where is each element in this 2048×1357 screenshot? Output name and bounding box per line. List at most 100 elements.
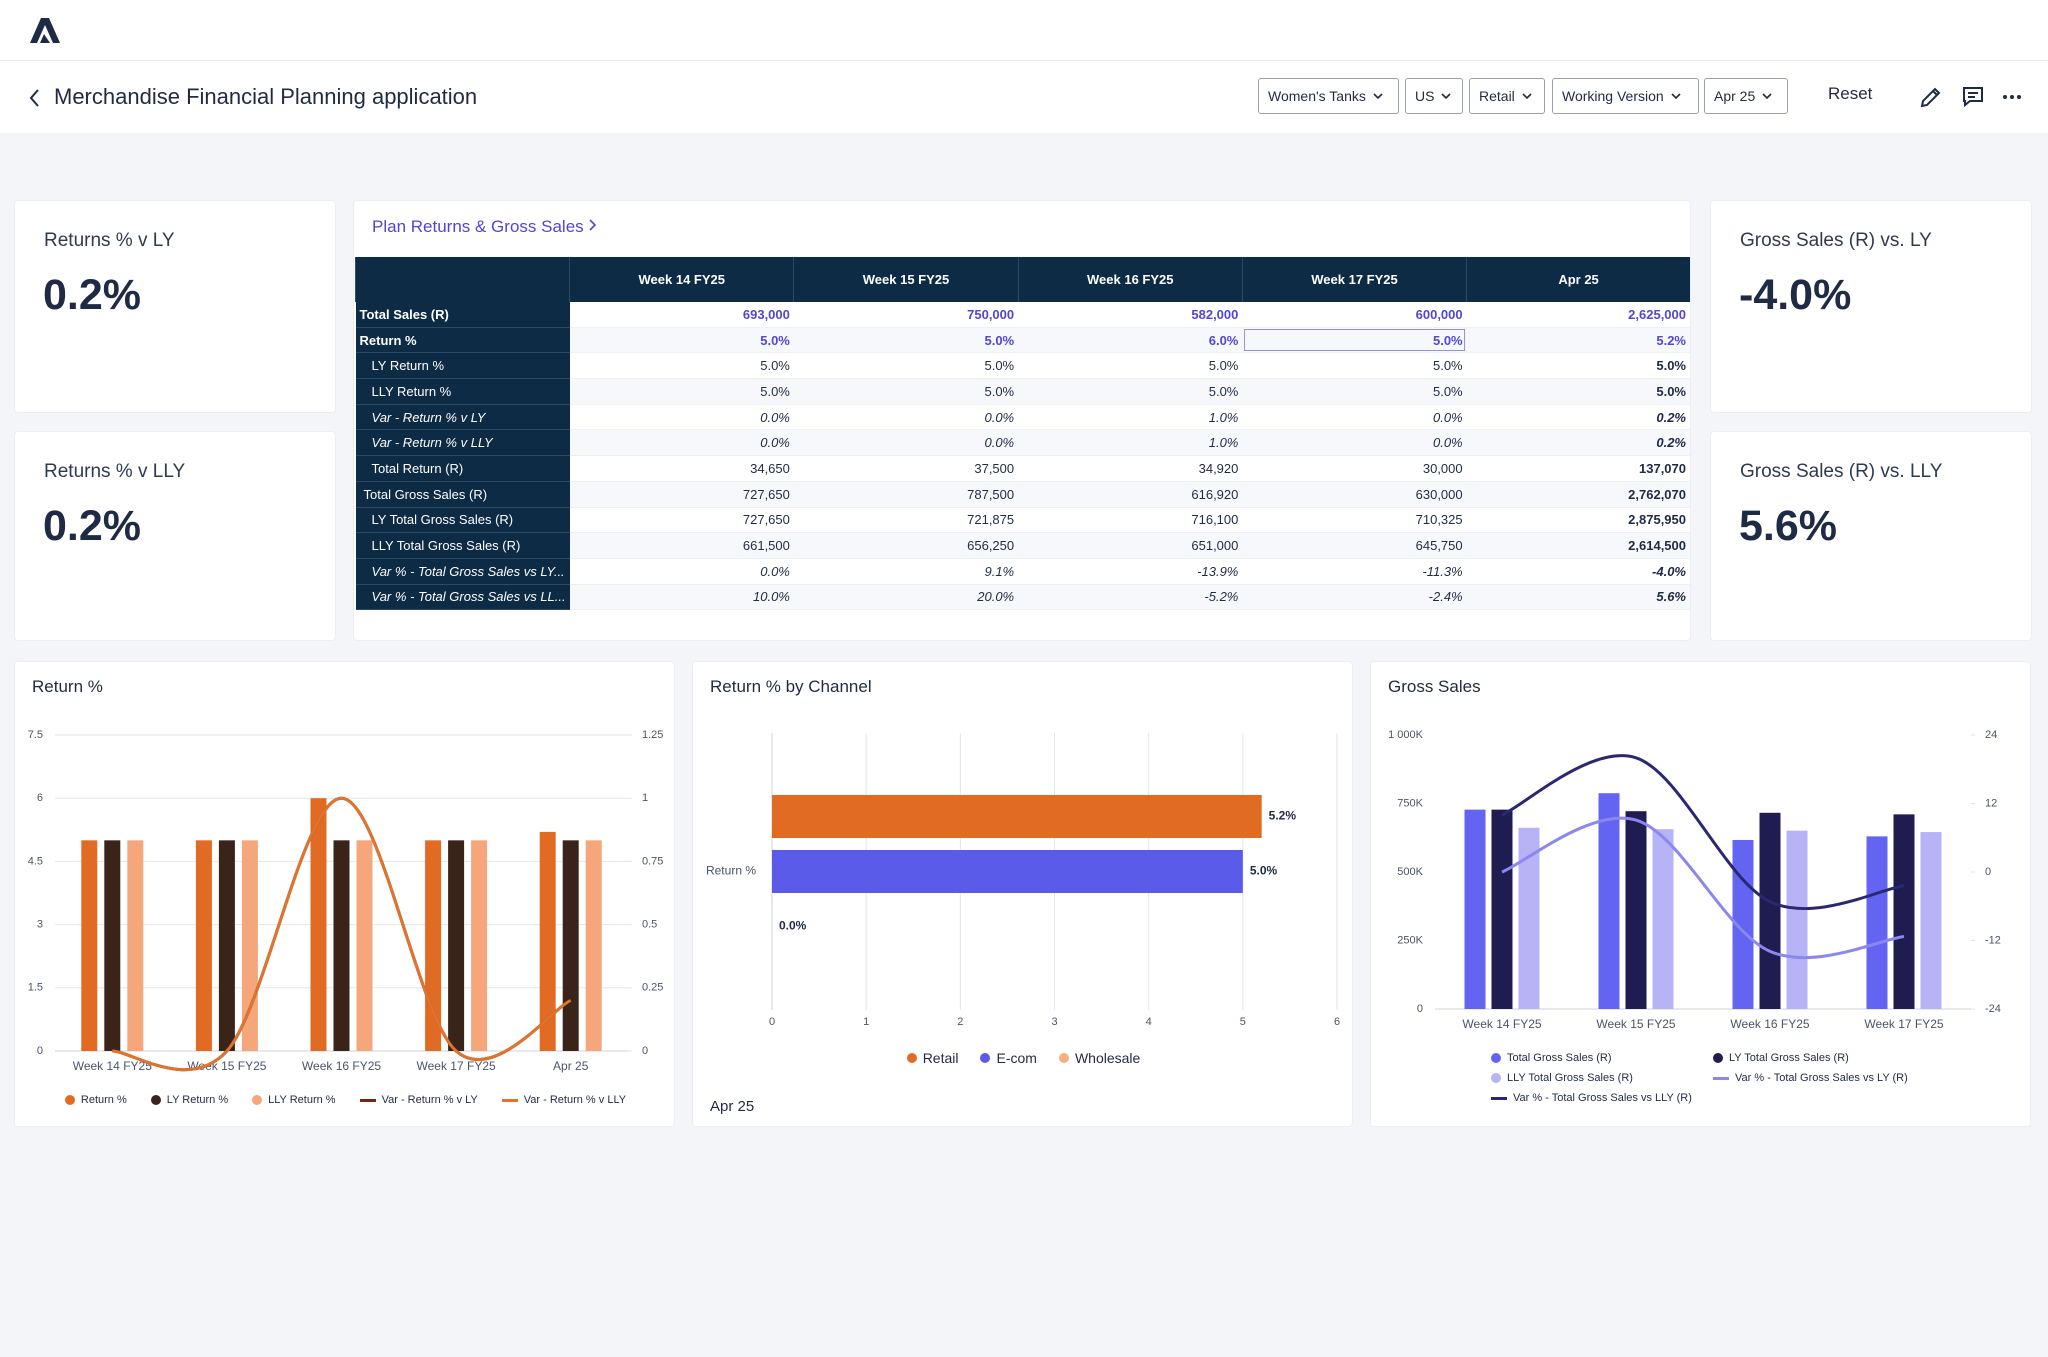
filter-dropdown[interactable]: Apr 25 xyxy=(1704,78,1788,114)
column-header: Week 17 FY25 xyxy=(1242,257,1466,302)
table-cell: 34,650 xyxy=(570,456,794,482)
logo[interactable] xyxy=(28,17,62,44)
table-row: LY Total Gross Sales (R)727,650721,87571… xyxy=(356,507,1691,533)
table-cell[interactable]: 750,000 xyxy=(794,302,1018,327)
table-cell: -4.0% xyxy=(1467,558,1690,584)
table-cell: 5.0% xyxy=(1467,379,1690,405)
row-label: Total Sales (R) xyxy=(356,302,570,327)
table-cell: 5.6% xyxy=(1467,584,1690,610)
corner-cell xyxy=(356,257,570,302)
column-header: Week 14 FY25 xyxy=(570,257,794,302)
filter-dropdown[interactable]: Women's Tanks xyxy=(1258,78,1399,114)
legend-item: LLY Return % xyxy=(252,1094,335,1106)
table-cell: 616,920 xyxy=(1018,481,1242,507)
filter-dropdown[interactable]: US xyxy=(1405,78,1463,114)
table-cell[interactable]: 5.0% xyxy=(570,327,794,353)
table-cell: 661,500 xyxy=(570,533,794,559)
table-cell: 37,500 xyxy=(794,456,1018,482)
table-row: Var % - Total Gross Sales vs LY...0.0%9.… xyxy=(356,558,1691,584)
table-cell: 2,875,950 xyxy=(1467,507,1690,533)
bar xyxy=(1653,829,1674,1009)
legend-item: Total Gross Sales (R) xyxy=(1491,1052,1713,1064)
table-cell: 1.0% xyxy=(1018,404,1242,430)
kpi-card: Gross Sales (R) vs. LLY 5.6% xyxy=(1710,431,2032,641)
row-label: Total Return (R) xyxy=(356,456,570,482)
legend-item: Var - Return % v LLY xyxy=(502,1094,626,1106)
table-cell[interactable]: 6.0% xyxy=(1018,327,1242,353)
bar xyxy=(1894,814,1915,1009)
comment-icon[interactable] xyxy=(1964,88,1982,105)
table-body: Total Sales (R)693,000750,000582,000600,… xyxy=(356,302,1691,610)
bar xyxy=(334,840,350,1051)
legend-item: Var % - Total Gross Sales vs LLY (R) xyxy=(1491,1092,1713,1104)
y-tick-label: 1.5 xyxy=(28,982,43,994)
top-bar xyxy=(0,0,2048,61)
table-cell: 5.0% xyxy=(1467,353,1690,379)
table-cell: -2.4% xyxy=(1242,584,1466,610)
kpi-label: Gross Sales (R) vs. LLY xyxy=(1740,461,1942,483)
y2-tick-label: -24 xyxy=(1985,1003,2001,1015)
table-cell: 5.0% xyxy=(1242,379,1466,405)
y2-tick-label: 24 xyxy=(1985,729,1997,741)
table-cell: 645,750 xyxy=(1242,533,1466,559)
back-button[interactable] xyxy=(29,88,41,108)
page-title: Merchandise Financial Planning applicati… xyxy=(54,84,477,110)
more-icon[interactable] xyxy=(2003,95,2021,99)
legend-item: E-com xyxy=(980,1050,1036,1066)
legend-item: LY Total Gross Sales (R) xyxy=(1713,1052,1973,1064)
table-title[interactable]: Plan Returns & Gross Sales xyxy=(372,217,598,237)
table-cell[interactable]: 693,000 xyxy=(570,302,794,327)
y-tick-label: 7.5 xyxy=(28,729,43,741)
legend-item: LY Return % xyxy=(151,1094,228,1106)
kpi-label: Returns % v LLY xyxy=(44,461,185,483)
table-cell[interactable]: 600,000 xyxy=(1242,302,1466,327)
chevron-down xyxy=(1522,92,1532,100)
table-title-text[interactable]: Plan Returns & Gross Sales xyxy=(372,217,584,236)
row-label: LLY Return % xyxy=(356,379,570,405)
table-cell[interactable]: 582,000 xyxy=(1018,302,1242,327)
table-cell: 787,500 xyxy=(794,481,1018,507)
kpi-card: Returns % v LLY 0.2% xyxy=(14,431,336,641)
bar xyxy=(1760,813,1781,1009)
table-cell: 5.0% xyxy=(794,379,1018,405)
table-cell: 9.1% xyxy=(794,558,1018,584)
table-cell[interactable]: 2,625,000 xyxy=(1467,302,1690,327)
table-row: Var % - Total Gross Sales vs LL...10.0%2… xyxy=(356,584,1691,610)
filter-dropdown[interactable]: Working Version xyxy=(1552,78,1699,114)
legend-label: Var - Return % v LY xyxy=(382,1094,478,1106)
legend-marker xyxy=(980,1053,990,1063)
legend-label: Var % - Total Gross Sales vs LY (R) xyxy=(1735,1072,1908,1084)
table-cell: 656,250 xyxy=(794,533,1018,559)
bar xyxy=(1626,811,1647,1009)
bar xyxy=(1787,831,1808,1009)
table-row: Total Gross Sales (R)727,650787,500616,9… xyxy=(356,481,1691,507)
kpi-value: 5.6% xyxy=(1739,502,1837,551)
chart-title: Gross Sales xyxy=(1388,677,1481,697)
value-label: 5.2% xyxy=(1269,809,1297,823)
row-label: Return % xyxy=(356,327,570,353)
bar xyxy=(1599,793,1620,1009)
kpi-label: Gross Sales (R) vs. LY xyxy=(1740,230,1932,252)
table-cell: 0.0% xyxy=(570,404,794,430)
y2-tick-label: 0.75 xyxy=(642,855,663,867)
legend-item: Wholesale xyxy=(1059,1050,1140,1066)
row-label: Var % - Total Gross Sales vs LL... xyxy=(356,584,570,610)
table-cell: 5.0% xyxy=(1018,379,1242,405)
table-cell[interactable]: 5.2% xyxy=(1467,327,1690,353)
row-label: Var - Return % v LY xyxy=(356,404,570,430)
table-cell[interactable]: 5.0% xyxy=(1242,327,1466,353)
legend-marker xyxy=(360,1099,376,1102)
legend: Return %LY Return %LLY Return %Var - Ret… xyxy=(15,1094,676,1106)
table-cell: 721,875 xyxy=(794,507,1018,533)
column-header: Apr 25 xyxy=(1467,257,1690,302)
edit-icon[interactable] xyxy=(1922,89,1939,106)
filter-dropdown[interactable]: Retail xyxy=(1469,78,1545,114)
reset-button[interactable]: Reset xyxy=(1828,84,1872,104)
table-cell: 0.2% xyxy=(1467,430,1690,456)
table-cell: 716,100 xyxy=(1018,507,1242,533)
table-cell[interactable]: 5.0% xyxy=(794,327,1018,353)
legend-item: Retail xyxy=(907,1050,959,1066)
y-tick-label: 1 000K xyxy=(1388,729,1424,741)
bar xyxy=(104,840,120,1051)
